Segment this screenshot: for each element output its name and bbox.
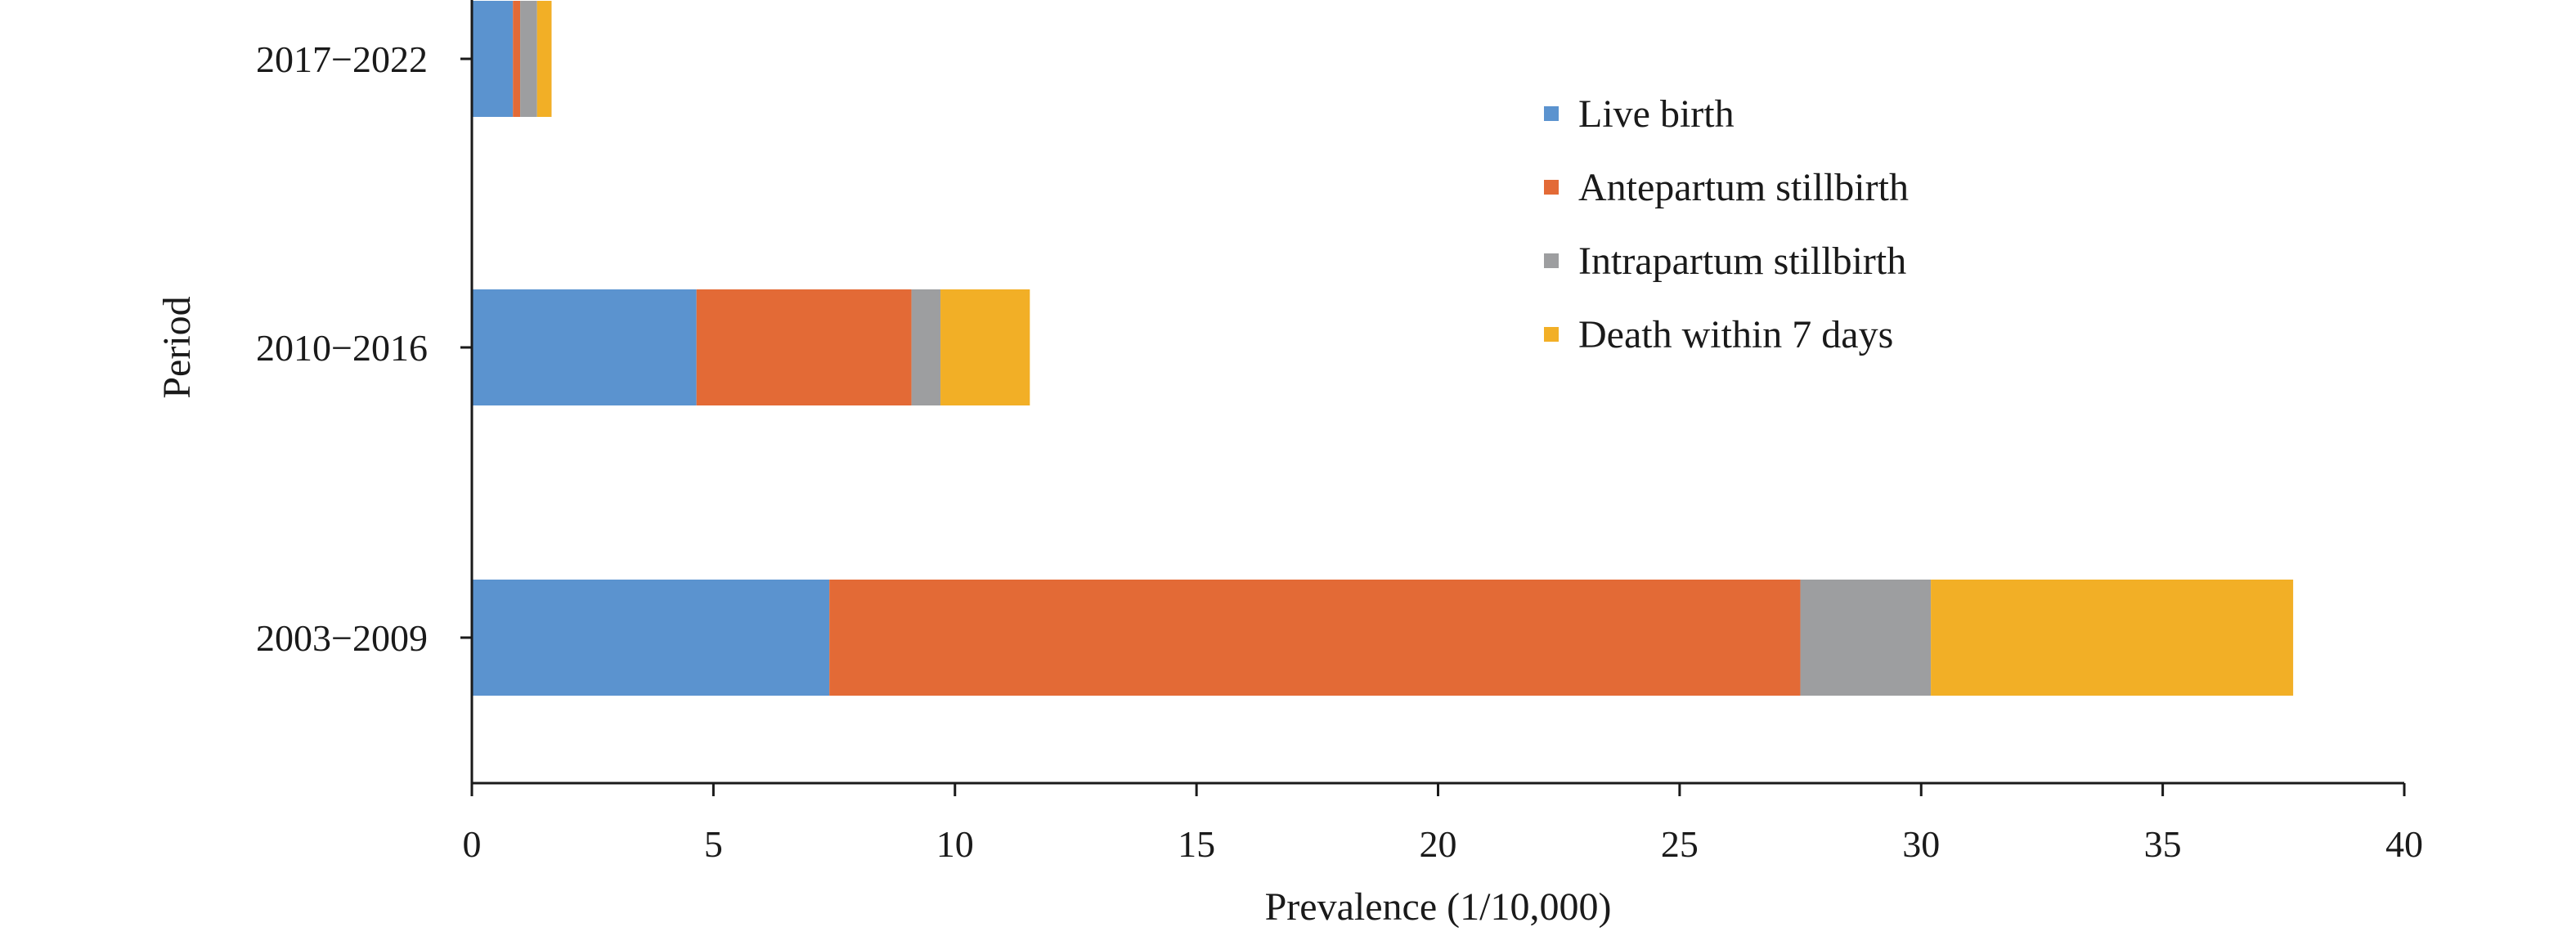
legend-label-intrapartum-stillbirth: Intrapartum stillbirth xyxy=(1578,240,1906,283)
bars-layer xyxy=(472,1,2294,696)
bar-live-birth-2003-2009 xyxy=(472,580,830,696)
bar-antepartum-stillbirth-2010-2016 xyxy=(696,289,912,405)
y-axis-ticks: 2017−2022 2010−2016 2003−2009 xyxy=(256,38,472,659)
x-tick-label-0: 0 xyxy=(463,823,482,865)
bar-antepartum-stillbirth-2003-2009 xyxy=(829,580,1801,696)
x-axis-ticks: 0 5 10 15 20 25 30 35 40 xyxy=(463,783,2423,865)
x-axis-title: Prevalence (1/10,000) xyxy=(1265,885,1612,929)
legend-swatch-live-birth xyxy=(1544,106,1559,121)
x-tick-label-15: 15 xyxy=(1178,823,1215,865)
x-tick-label-35: 35 xyxy=(2144,823,2182,865)
bar-death-within-7-days-2017-2022 xyxy=(536,1,552,117)
y-axis-title: Period xyxy=(155,296,199,398)
legend-label-death-within-7-days: Death within 7 days xyxy=(1578,313,1893,356)
y-tick-label-2010-2016: 2010−2016 xyxy=(256,327,428,369)
y-tick-label-2003-2009: 2003−2009 xyxy=(256,617,428,659)
bar-death-within-7-days-2003-2009 xyxy=(1931,580,2294,696)
legend: Live birth Antepartum stillbirth Intrapart… xyxy=(1544,92,1909,356)
bar-live-birth-2010-2016 xyxy=(472,289,697,405)
legend-label-live-birth: Live birth xyxy=(1578,92,1735,136)
x-tick-label-30: 30 xyxy=(1902,823,1940,865)
legend-swatch-intrapartum-stillbirth xyxy=(1544,253,1559,268)
y-tick-label-2017-2022: 2017−2022 xyxy=(256,38,428,80)
bar-antepartum-stillbirth-2017-2022 xyxy=(513,1,521,117)
legend-swatch-antepartum-stillbirth xyxy=(1544,180,1559,195)
x-tick-label-10: 10 xyxy=(936,823,974,865)
x-tick-label-40: 40 xyxy=(2385,823,2423,865)
bar-death-within-7-days-2010-2016 xyxy=(940,289,1030,405)
bar-live-birth-2017-2022 xyxy=(472,1,514,117)
bar-intrapartum-stillbirth-2003-2009 xyxy=(1800,580,1932,696)
legend-label-antepartum-stillbirth: Antepartum stillbirth xyxy=(1578,166,1909,209)
x-tick-label-25: 25 xyxy=(1661,823,1699,865)
bar-intrapartum-stillbirth-2017-2022 xyxy=(520,1,537,117)
bar-intrapartum-stillbirth-2010-2016 xyxy=(911,289,941,405)
x-tick-label-20: 20 xyxy=(1420,823,1457,865)
legend-swatch-death-within-7-days xyxy=(1544,327,1559,342)
x-tick-label-5: 5 xyxy=(704,823,723,865)
